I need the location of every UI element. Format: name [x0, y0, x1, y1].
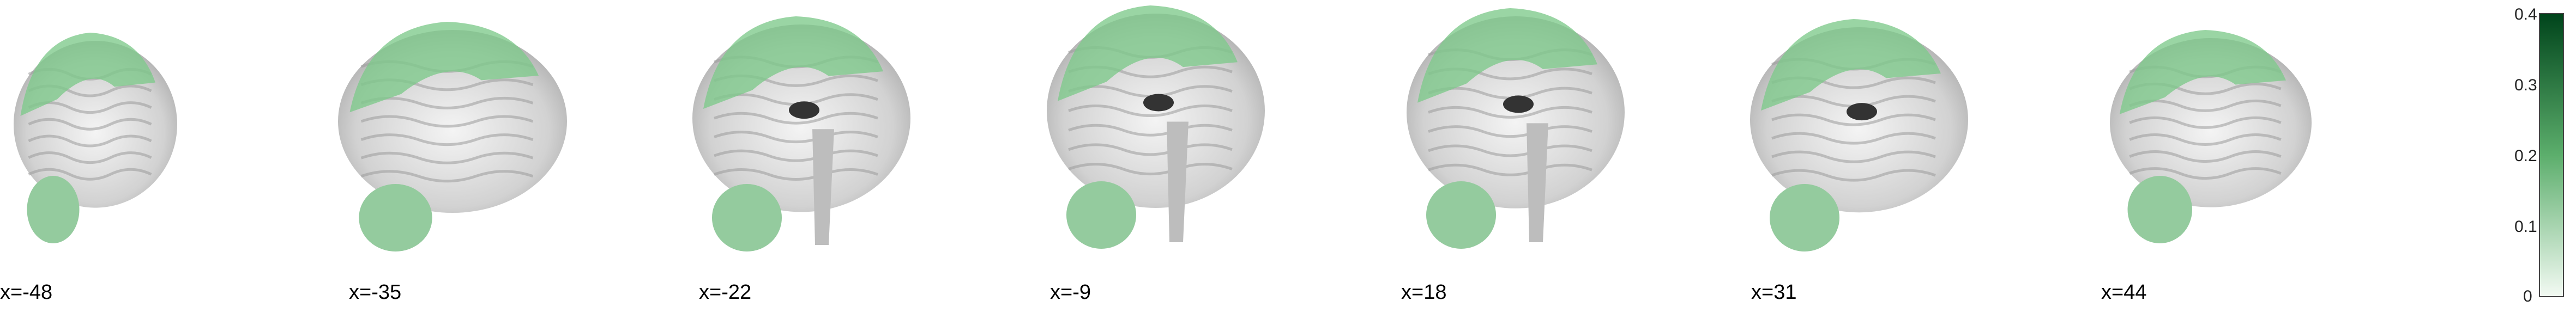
gyrus-line: [1428, 106, 1592, 119]
activation-cortex: [1761, 19, 1941, 111]
gyrus-line: [360, 115, 534, 128]
activation-cerebellum: [1770, 184, 1839, 251]
cut-label-3: x=-22: [699, 281, 752, 304]
activation-cerebellum: [359, 184, 432, 251]
activation-cerebellum: [1066, 181, 1136, 249]
gyrus-line: [28, 168, 152, 181]
gyrus-line: [2129, 116, 2282, 129]
colorbar-gradient: [2539, 13, 2564, 297]
gyrus-line: [1428, 163, 1592, 176]
ventricle: [1503, 95, 1534, 113]
gyrus-line: [714, 149, 878, 162]
gyrus-line: [714, 168, 878, 181]
brain-slice-6: [1750, 19, 1968, 251]
activation-cerebellum: [27, 176, 80, 243]
brain-slice-5: [1407, 8, 1625, 249]
activation-cortex: [2119, 30, 2286, 114]
brainstem: [1167, 121, 1189, 242]
activation-cortex: [20, 33, 155, 116]
colorbar-tick-0.1: 0.1: [2514, 218, 2537, 236]
gyrus-line: [2129, 133, 2282, 146]
brainstem: [812, 129, 834, 245]
activation-cerebellum: [1426, 181, 1496, 249]
gyrus-line: [1428, 144, 1592, 157]
gyrus-line: [1068, 163, 1233, 176]
brain-slice-3: [692, 16, 910, 251]
activation-cortex: [349, 22, 539, 113]
ventricle: [1847, 103, 1877, 121]
ventricle: [789, 101, 819, 119]
gyrus-line: [360, 170, 534, 183]
gyrus-line: [28, 118, 152, 131]
activation-cortex: [1417, 8, 1597, 103]
gyrus-line: [1428, 125, 1592, 138]
activation-cerebellum: [712, 184, 782, 251]
colorbar-tick-0.3: 0.3: [2514, 76, 2537, 94]
brain-slice-1: [14, 33, 177, 243]
brainstem: [1527, 123, 1548, 242]
cut-label-5: x=18: [1401, 281, 1447, 304]
ventricle: [1143, 94, 1174, 112]
cut-label-7: x=44: [2101, 281, 2147, 304]
gyrus-line: [28, 134, 152, 148]
gyrus-line: [28, 151, 152, 164]
colorbar-tick-0: 0: [2523, 287, 2532, 305]
gyrus-line: [714, 131, 878, 144]
gyrus-line: [360, 151, 534, 164]
activation-cerebellum: [2127, 176, 2192, 243]
gyrus-line: [1771, 169, 1936, 182]
gyrus-line: [360, 96, 534, 109]
gyrus-line: [714, 112, 878, 125]
gyrus-line: [1771, 113, 1936, 126]
activation-cortex: [703, 16, 883, 109]
gyrus-line: [2129, 150, 2282, 163]
cut-label-4: x=-9: [1050, 281, 1091, 304]
colorbar-tick-0.2: 0.2: [2514, 147, 2537, 165]
gyrus-line: [360, 133, 534, 146]
gyrus-line: [2129, 167, 2282, 180]
activation-cortex: [1058, 5, 1238, 101]
brain-slice-4: [1047, 5, 1265, 249]
gyrus-line: [1068, 143, 1233, 156]
gyrus-line: [1771, 132, 1936, 145]
cut-label-6: x=31: [1751, 281, 1797, 304]
brain-slice-7: [2110, 30, 2312, 243]
colorbar-tick-0.4: 0.4: [2514, 5, 2537, 23]
brain-slice-2: [338, 22, 567, 251]
cut-label-1: x=-48: [0, 281, 53, 304]
gyrus-line: [1771, 150, 1936, 163]
cut-label-2: x=-35: [349, 281, 402, 304]
colorbar: [2539, 13, 2564, 297]
gyrus-line: [1068, 124, 1233, 137]
gyrus-line: [1068, 105, 1233, 117]
